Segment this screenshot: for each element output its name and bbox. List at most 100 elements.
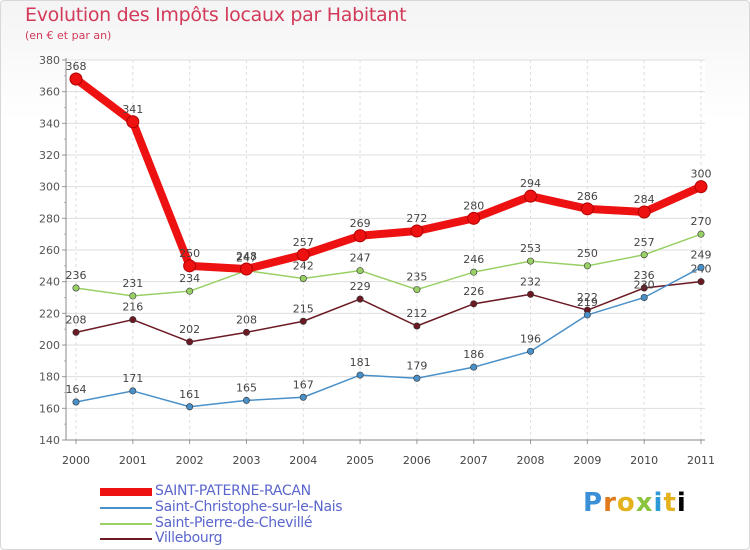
data-label: 269 — [350, 217, 371, 230]
legend-swatch — [100, 523, 152, 525]
data-point — [413, 322, 421, 330]
x-tick-label: 2002 — [176, 454, 204, 467]
data-label: 231 — [122, 277, 143, 290]
legend-label: Saint-Pierre-de-Chevillé — [155, 515, 313, 531]
data-point — [129, 387, 137, 395]
data-label: 257 — [293, 236, 314, 249]
data-point — [470, 363, 478, 371]
data-label: 179 — [406, 359, 427, 372]
chart-subtitle: (en € et par an) — [25, 29, 112, 42]
data-label: 368 — [66, 60, 87, 73]
data-point — [353, 229, 367, 243]
data-label: 232 — [520, 275, 541, 288]
series-line — [75, 266, 702, 408]
proxiti-logo: Proxiti — [583, 488, 687, 518]
data-label: 208 — [236, 313, 257, 326]
data-point — [527, 257, 535, 265]
x-tick-label: 2008 — [517, 454, 545, 467]
data-point — [527, 290, 535, 298]
data-point — [186, 403, 194, 411]
data-point — [299, 393, 307, 401]
data-point — [637, 205, 651, 219]
y-tick-label: 220 — [39, 307, 60, 320]
data-point — [72, 328, 80, 336]
data-point — [186, 287, 194, 295]
data-point — [183, 259, 197, 273]
data-point — [239, 262, 253, 276]
data-point — [583, 262, 591, 270]
chart-title: Evolution des Impôts locaux par Habitant — [25, 4, 407, 26]
data-point — [694, 180, 708, 194]
y-tick-label: 320 — [39, 149, 60, 162]
data-label: 219 — [577, 296, 598, 309]
data-label: 167 — [293, 378, 314, 391]
y-tick-label: 360 — [39, 86, 60, 99]
x-tick-label: 2004 — [289, 454, 317, 467]
data-label: 246 — [463, 253, 484, 266]
y-tick-label: 160 — [39, 402, 60, 415]
data-point — [356, 267, 364, 275]
data-point — [697, 263, 705, 271]
data-point — [72, 284, 80, 292]
data-label: 270 — [691, 215, 712, 228]
data-point — [640, 293, 648, 301]
data-point — [129, 316, 137, 324]
data-label: 161 — [179, 388, 200, 401]
data-point — [413, 374, 421, 382]
data-point — [242, 396, 250, 404]
data-point — [69, 72, 83, 86]
data-label: 222 — [577, 291, 598, 304]
data-point — [186, 338, 194, 346]
data-label: 171 — [122, 372, 143, 385]
data-label: 165 — [236, 381, 257, 394]
y-tick-label: 200 — [39, 339, 60, 352]
series-saint-pierre-de-chevill-: 236 231 234 247 242 247 235 246 253 250 257 270 — [66, 215, 712, 300]
data-point — [583, 311, 591, 319]
data-point — [640, 284, 648, 292]
x-tick-label: 2010 — [630, 454, 658, 467]
data-label: 234 — [179, 272, 200, 285]
data-point — [296, 248, 310, 262]
x-tick-label: 2006 — [403, 454, 431, 467]
data-label: 253 — [520, 242, 541, 255]
x-tick-label: 2007 — [460, 454, 488, 467]
data-point — [129, 292, 137, 300]
data-point — [470, 268, 478, 276]
data-point — [697, 230, 705, 238]
data-label: 250 — [577, 247, 598, 260]
data-point — [524, 189, 538, 203]
y-tick-label: 180 — [39, 371, 60, 384]
data-label: 235 — [406, 271, 427, 284]
x-tick-label: 2003 — [232, 454, 260, 467]
x-tick-label: 2009 — [573, 454, 601, 467]
x-tick-label: 2011 — [687, 454, 715, 467]
series-line — [75, 233, 702, 297]
series-villebourg: 208216202208215229212226232222236240 — [66, 263, 712, 346]
data-label: 212 — [406, 307, 427, 320]
data-label: 294 — [520, 177, 541, 190]
legend-label: SAINT-PATERNE-RACAN — [155, 483, 311, 499]
data-label: 215 — [293, 302, 314, 315]
x-tick-label: 2005 — [346, 454, 374, 467]
data-label: 208 — [66, 313, 87, 326]
data-point — [72, 398, 80, 406]
data-label: 181 — [350, 356, 371, 369]
data-label: 284 — [634, 193, 655, 206]
data-label: 236 — [66, 269, 87, 282]
data-label: 226 — [463, 285, 484, 298]
y-tick-label: 300 — [39, 181, 60, 194]
data-point — [470, 300, 478, 308]
data-label: 250 — [179, 247, 200, 260]
legend-label: Villebourg — [155, 530, 223, 546]
data-label: 341 — [122, 103, 143, 116]
data-point — [640, 251, 648, 259]
x-tick-label: 2001 — [119, 454, 147, 467]
data-label: 202 — [179, 323, 200, 336]
data-label: 257 — [634, 236, 655, 249]
data-point — [467, 211, 481, 225]
y-tick-label: 280 — [39, 212, 60, 225]
data-point — [356, 371, 364, 379]
y-tick-label: 380 — [39, 54, 60, 67]
data-point — [697, 278, 705, 286]
